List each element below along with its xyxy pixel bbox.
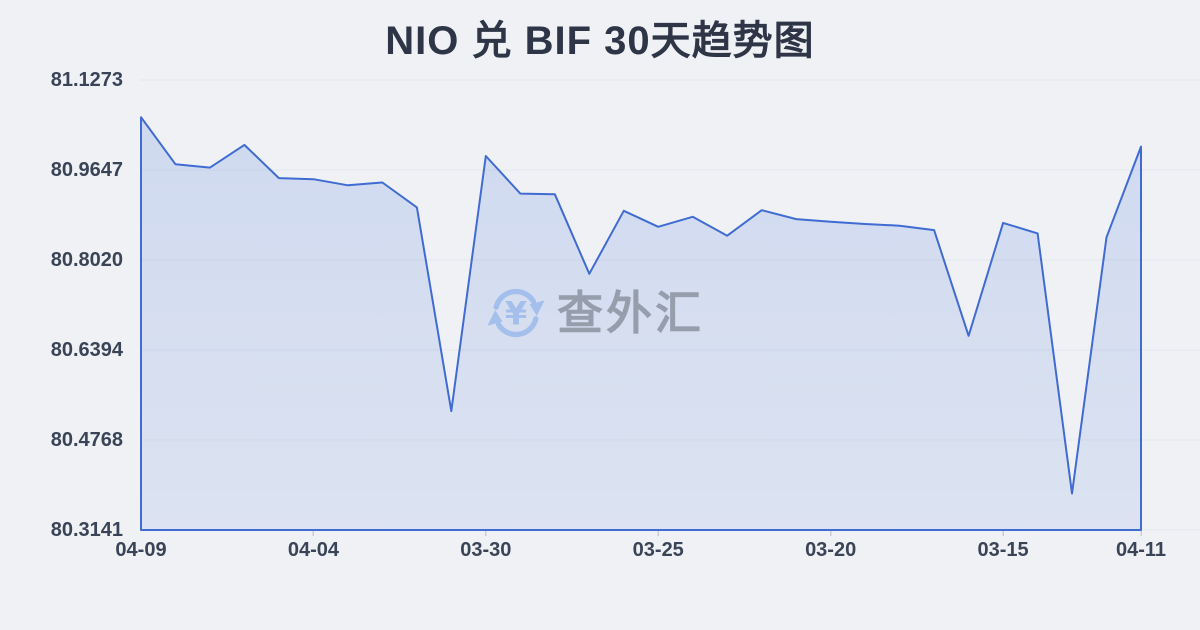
- x-axis-label: 03-15: [977, 539, 1029, 561]
- x-axis-label: 03-30: [460, 539, 512, 561]
- watermark-text: 查外汇: [557, 287, 704, 339]
- y-axis-label: 80.3141: [50, 519, 123, 541]
- y-axis-label: 80.9647: [50, 158, 123, 181]
- x-axis-label: 03-25: [632, 539, 684, 561]
- y-axis-label: 81.1273: [50, 69, 123, 91]
- x-axis-label: 04-04: [287, 539, 339, 561]
- currency-exchange-icon: ¥: [487, 288, 545, 338]
- x-axis-label: 04-11: [1115, 539, 1167, 561]
- area-series: [140, 116, 1142, 531]
- y-axis-label: 80.8020: [50, 249, 123, 271]
- chart-title: NIO 兑 BIF 30天趋势图: [385, 19, 815, 63]
- x-axis-label: 04-09: [115, 539, 167, 561]
- watermark: ¥ 查外汇: [487, 284, 704, 342]
- svg-text:¥: ¥: [505, 295, 527, 333]
- x-axis-label: 03-20: [805, 539, 857, 561]
- y-axis-label: 80.6394: [50, 338, 123, 361]
- y-axis-label: 80.4768: [50, 428, 123, 451]
